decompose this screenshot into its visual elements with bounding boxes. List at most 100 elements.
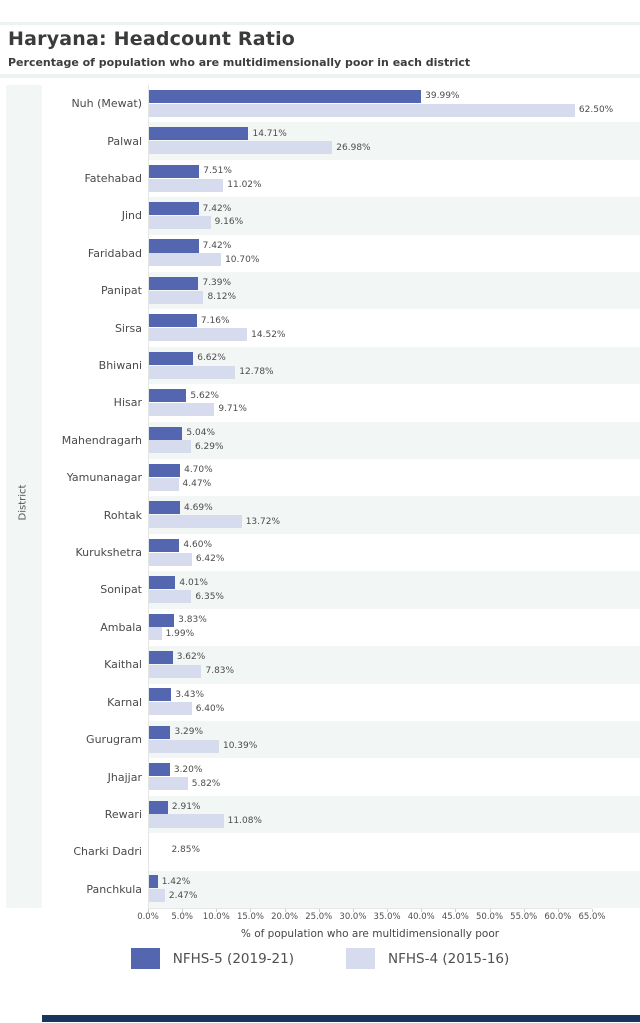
value-label: 11.02% bbox=[227, 180, 262, 191]
value-label: 7.16% bbox=[200, 315, 230, 326]
value-label: 1.99% bbox=[165, 628, 195, 639]
bar-nfhs4 bbox=[148, 103, 575, 117]
value-label: 4.01% bbox=[179, 577, 208, 588]
value-label: 10.39% bbox=[222, 741, 258, 752]
x-axis: 0.0% 5.0% 10.0% 15.0% 20.0% 25.0% 30.0% 35.0% 40… bbox=[137, 908, 606, 925]
legend-swatch bbox=[130, 948, 160, 969]
value-label: 4.47% bbox=[182, 479, 212, 490]
district-label: Panchkula bbox=[86, 882, 142, 896]
district-label: Charki Dadri bbox=[73, 845, 142, 859]
x-tick-mark bbox=[421, 909, 423, 912]
value-label: 9.71% bbox=[218, 404, 247, 415]
bar-nfhs5 bbox=[148, 576, 176, 590]
x-tick-label: 60.0% bbox=[544, 912, 572, 922]
x-tick-mark bbox=[455, 909, 457, 912]
district-label: Panipat bbox=[101, 284, 142, 298]
district-label: Rohtak bbox=[103, 508, 142, 522]
bar-nfhs5 bbox=[148, 538, 180, 552]
bar-nfhs5 bbox=[148, 89, 422, 103]
district-label: Jhajjar bbox=[107, 770, 142, 784]
bar-nfhs4 bbox=[148, 627, 162, 641]
bar-nfhs5 bbox=[148, 239, 199, 253]
bar-nfhs4 bbox=[148, 365, 236, 379]
bars-area: 7.42% 10.70% bbox=[148, 235, 592, 272]
district-label: Nuh (Mewat) bbox=[71, 97, 142, 111]
bar-nfhs5 bbox=[148, 389, 187, 403]
value-label: 3.20% bbox=[173, 764, 203, 775]
x-tick-label: 35.0% bbox=[373, 912, 401, 922]
x-tick-label: 25.0% bbox=[305, 912, 333, 922]
bar-nfhs4 bbox=[148, 328, 248, 342]
bar-nfhs4 bbox=[148, 290, 204, 304]
bar-nfhs5 bbox=[148, 426, 183, 440]
value-label: 6.29% bbox=[194, 441, 224, 452]
value-label: 7.51% bbox=[203, 166, 232, 177]
value-label: 39.99% bbox=[425, 91, 460, 102]
district-row: Karnal 3.43% 6.40% bbox=[42, 684, 640, 721]
bar-nfhs4 bbox=[148, 215, 211, 229]
x-tick-mark bbox=[523, 909, 525, 912]
value-label: 13.72% bbox=[245, 516, 281, 527]
value-label: 6.40% bbox=[195, 703, 225, 714]
bar-nfhs4 bbox=[148, 402, 215, 417]
legend-swatch bbox=[346, 948, 375, 969]
bars-area: 3.43% 6.40% bbox=[148, 684, 592, 721]
bar-nfhs4 bbox=[148, 777, 188, 791]
district-label: Hisar bbox=[113, 396, 142, 410]
district-row: Kaithal 3.62% 7.83% bbox=[42, 646, 640, 684]
district-label: Faridabad bbox=[87, 246, 142, 260]
district-label: Mahendragarh bbox=[61, 433, 142, 447]
district-row: Mahendragarh 5.04% 6.29% bbox=[42, 421, 640, 460]
bar-nfhs5 bbox=[148, 688, 172, 702]
bars-area: 3.62% 7.83% bbox=[148, 646, 592, 683]
bar-nfhs4 bbox=[148, 664, 202, 678]
district-row: Jind 7.42% 9.16% bbox=[42, 197, 640, 236]
x-tick-mark bbox=[182, 909, 184, 912]
bar-nfhs4 bbox=[148, 814, 224, 828]
x-tick-label: 10.0% bbox=[202, 912, 230, 922]
district-row: Panchkula 1.42% 2.47% bbox=[42, 870, 640, 909]
bars-area: 1.42% 2.47% bbox=[148, 871, 592, 908]
district-row: Jhajjar 3.20% 5.82% bbox=[42, 758, 640, 795]
y-axis-title: District bbox=[17, 484, 29, 520]
bar-nfhs5 bbox=[148, 613, 175, 627]
value-label: 26.98% bbox=[336, 142, 371, 153]
legend-item-nfhs4: NFHS-4 (2015-16) bbox=[346, 948, 509, 969]
value-label: 2.47% bbox=[168, 890, 198, 901]
district-row: Kurukshetra 4.60% 6.42% bbox=[42, 534, 640, 571]
x-tick-mark bbox=[489, 909, 491, 912]
value-label: 6.42% bbox=[195, 554, 225, 565]
district-row: Panipat 7.39% 8.12% bbox=[42, 272, 640, 310]
value-label: 3.29% bbox=[174, 727, 204, 738]
x-tick-mark bbox=[250, 909, 252, 912]
value-label: 8.12% bbox=[207, 292, 237, 303]
bar-nfhs4 bbox=[148, 253, 222, 267]
x-tick-mark bbox=[284, 909, 286, 912]
legend-item-nfhs5: NFHS-5 (2019-21) bbox=[130, 948, 294, 969]
bars-area: 3.29% 10.39% bbox=[148, 721, 592, 758]
bar-nfhs4 bbox=[148, 702, 192, 716]
district-row: Rohtak 4.69% 13.72% bbox=[42, 496, 640, 535]
value-label: 5.82% bbox=[191, 778, 221, 789]
district-label: Rewari bbox=[104, 807, 142, 821]
x-tick-mark bbox=[216, 909, 218, 912]
bars-area: 3.20% 5.82% bbox=[148, 758, 592, 795]
district-label: Palwal bbox=[107, 134, 142, 148]
value-label: 4.69% bbox=[184, 502, 213, 513]
bars-area: 4.69% 13.72% bbox=[148, 496, 592, 533]
x-tick-mark bbox=[352, 909, 354, 912]
bar-nfhs5 bbox=[148, 875, 158, 889]
bar-nfhs5 bbox=[148, 164, 200, 178]
value-label: 4.70% bbox=[184, 465, 213, 476]
district-row: Bhiwani 6.62% 12.78% bbox=[42, 346, 640, 385]
bars-area: 7.16% 14.52% bbox=[148, 309, 592, 346]
bars-area: 2.91% 11.08% bbox=[148, 796, 592, 833]
value-label: 10.70% bbox=[225, 254, 260, 265]
district-label: Sonipat bbox=[100, 583, 142, 597]
district-row: Fatehabad 7.51% 11.02% bbox=[42, 160, 640, 197]
bars-area: 7.51% 11.02% bbox=[148, 160, 592, 197]
value-label: 5.04% bbox=[186, 428, 216, 439]
district-label: Jind bbox=[121, 209, 142, 223]
district-label: Gurugram bbox=[86, 733, 142, 747]
